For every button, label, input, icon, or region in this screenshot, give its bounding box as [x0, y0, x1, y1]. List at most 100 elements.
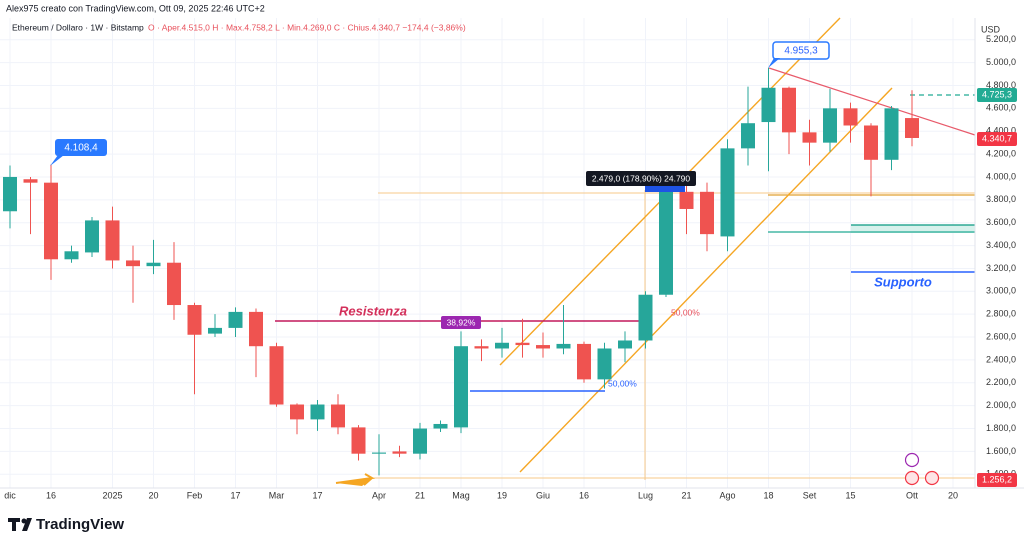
x-tick-label: Ago: [719, 490, 735, 500]
fib-label: 50,00%: [671, 307, 700, 317]
measure-box: [645, 186, 685, 192]
candle-body: [884, 108, 899, 160]
event-icon[interactable]: [904, 452, 920, 468]
candles: [3, 67, 919, 476]
y-tick-label: 2.000,0: [986, 400, 1016, 410]
candle-body: [187, 305, 202, 335]
brand: TradingView: [36, 516, 124, 533]
x-tick-label: Set: [803, 490, 817, 500]
y-tick-label: 2.400,0: [986, 354, 1016, 364]
candle-body: [126, 260, 140, 267]
x-tick-label: Apr: [372, 490, 386, 500]
candle-body: [700, 191, 714, 235]
price-tag-text: 4.725,3: [982, 89, 1012, 99]
callout-text: 4.108,4: [64, 143, 98, 154]
y-tick-label: 3.800,0: [986, 194, 1016, 204]
candle-body: [228, 311, 243, 328]
candle-body: [433, 423, 448, 429]
callout-tail: [50, 155, 64, 166]
event-icon[interactable]: [904, 470, 920, 486]
y-tick-label: 4.400,0: [986, 126, 1016, 136]
y-tick-label: 3.400,0: [986, 240, 1016, 250]
x-tick-label: dic: [4, 490, 16, 500]
resistance-label: Resistenza: [339, 303, 407, 318]
x-tick-label: 21: [415, 490, 425, 500]
channel-line: [519, 87, 893, 473]
y-tick-label: 4.000,0: [986, 171, 1016, 181]
x-tick-label: 16: [579, 490, 589, 500]
candle-body: [167, 262, 181, 306]
label-text: 38,92%: [447, 317, 476, 327]
ohlc: O · Aper.4.515,0 H · Max.4.758,2 L · Min…: [148, 22, 466, 32]
x-tick-label: Mar: [269, 490, 285, 500]
x-tick-label: 20: [148, 490, 158, 500]
symbol: Ethereum / Dollaro · 1W · Bitstamp: [12, 22, 144, 32]
fib-label: 50,00%: [608, 378, 637, 388]
x-tick-label: Lug: [638, 490, 653, 500]
y-tick-label: 5.200,0: [986, 34, 1016, 44]
callout-text: 4.955,3: [784, 46, 818, 57]
candle-body: [618, 340, 632, 349]
x-tick-label: 19: [497, 490, 507, 500]
candle-body: [556, 343, 571, 349]
candle-body: [679, 191, 694, 209]
y-tick-label: 2.200,0: [986, 377, 1016, 387]
price-tag-text: 4.340,7: [982, 133, 1012, 143]
currency: USD: [981, 24, 1001, 34]
candle-body: [515, 342, 530, 346]
candle-body: [269, 346, 284, 405]
candle-body: [864, 125, 878, 160]
x-tick-label: 20: [948, 490, 958, 500]
price-tag: [977, 132, 1017, 146]
y-axis: 1.400,01.600,01.800,02.000,02.200,02.400…: [986, 34, 1016, 479]
x-axis: dic 16 2025 20 Feb 17 Mar 17 Apr 21 Mag 19 Giu 16 Lug 2…: [4, 490, 958, 500]
measure-text: 2.479,0 (178,90%) 24.790: [592, 173, 691, 183]
candle-body: [782, 87, 796, 133]
candle-body: [536, 345, 550, 349]
y-tick-label: 1.800,0: [986, 423, 1016, 433]
candle-body: [3, 176, 17, 212]
candle-body: [85, 220, 99, 253]
y-tick-label: 3.200,0: [986, 263, 1016, 273]
candle-body: [331, 404, 345, 428]
author-line: Alex975 creato con TradingView.com, Ott …: [6, 3, 265, 13]
price-tag: [977, 473, 1017, 487]
y-tick-label: 5.000,0: [986, 57, 1016, 67]
candle-body: [474, 346, 489, 349]
logo: [8, 518, 32, 531]
x-tick-label: 21: [681, 490, 691, 500]
y-tick-label: 2.800,0: [986, 309, 1016, 319]
trend-line: [768, 67, 976, 136]
candle-body: [577, 343, 591, 380]
x-tick-label: Feb: [187, 490, 203, 500]
candle-body: [105, 220, 120, 261]
measure-box: [586, 171, 696, 186]
candle-body: [843, 108, 858, 126]
price-tag-text: 1.256,2: [982, 474, 1012, 484]
candle-body: [741, 123, 755, 149]
candle-body: [392, 451, 407, 454]
candle-body: [351, 427, 366, 454]
price-tag: [977, 88, 1017, 102]
candle-body: [290, 404, 304, 420]
x-tick-label: 15: [845, 490, 855, 500]
candle-body: [802, 132, 817, 143]
y-tick-label: 3.600,0: [986, 217, 1016, 227]
candle-body: [372, 452, 386, 454]
candle-body: [208, 327, 222, 334]
x-tick-label: 2025: [102, 490, 122, 500]
candle-body: [905, 118, 919, 138]
x-tick-label: 17: [312, 490, 322, 500]
label-box: [441, 316, 481, 329]
candle-body: [495, 342, 509, 349]
candle-body: [44, 182, 58, 260]
candle-body: [454, 346, 468, 428]
callout-tail: [768, 58, 780, 68]
event-icon[interactable]: [924, 470, 940, 486]
candle-body: [761, 87, 776, 123]
candle-body: [310, 404, 325, 420]
x-tick-label: 18: [763, 490, 773, 500]
arrow-head: [336, 478, 372, 486]
x-tick-label: 17: [230, 490, 240, 500]
